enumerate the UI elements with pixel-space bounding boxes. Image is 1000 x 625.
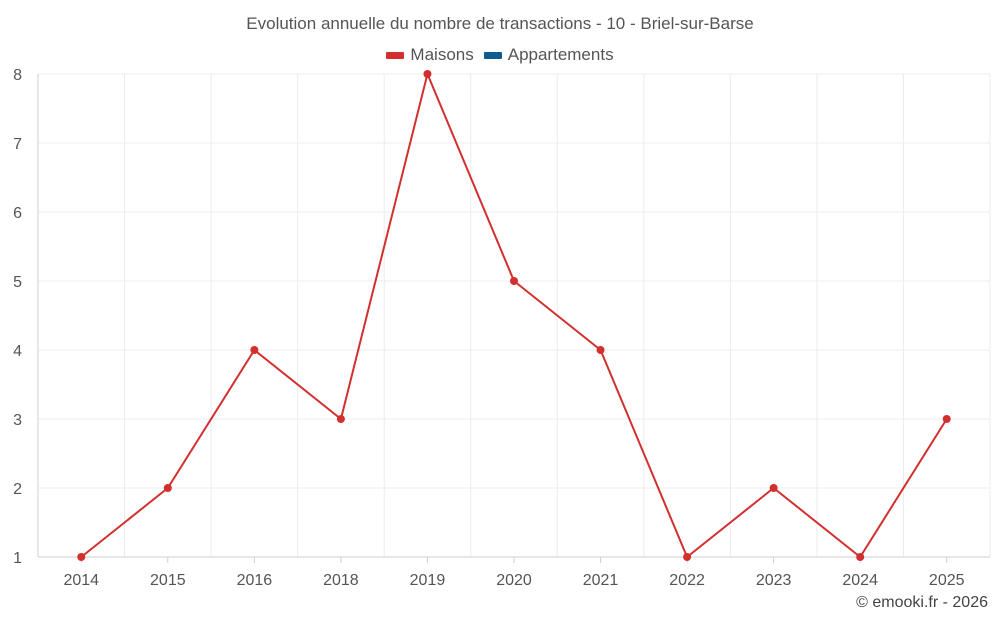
data-point[interactable]: [77, 553, 86, 561]
x-tick-label: 2021: [583, 572, 619, 589]
legend-swatch-appartements: [483, 51, 502, 59]
legend-item-maisons[interactable]: Maisons: [386, 45, 474, 65]
data-point[interactable]: [596, 346, 605, 354]
y-tick-label: 4: [13, 343, 22, 360]
x-tick-label: 2025: [929, 572, 965, 589]
legend-label-maisons: Maisons: [410, 45, 474, 64]
credit-text: © emooki.fr - 2026: [856, 594, 988, 611]
chart-title: Evolution annuelle du nombre de transact…: [246, 14, 754, 33]
y-tick-label: 5: [13, 274, 22, 291]
legend: Maisons Appartements: [0, 45, 1000, 65]
y-tick-label: 6: [13, 205, 22, 222]
data-point[interactable]: [336, 415, 345, 423]
x-tick-label: 2014: [63, 572, 99, 589]
x-tick-label: 2016: [237, 572, 273, 589]
legend-swatch-maisons: [386, 51, 405, 59]
data-point[interactable]: [163, 484, 172, 492]
data-point[interactable]: [683, 553, 692, 561]
x-tick-label: 2020: [496, 572, 532, 589]
data-point[interactable]: [423, 70, 432, 78]
data-point[interactable]: [856, 553, 865, 561]
x-tick-label: 2022: [669, 572, 705, 589]
y-tick-label: 2: [13, 481, 22, 498]
y-tick-label: 8: [13, 67, 22, 84]
data-point[interactable]: [769, 484, 778, 492]
y-tick-label: 1: [13, 550, 22, 567]
y-tick-label: 3: [13, 412, 22, 429]
x-tick-label: 2024: [842, 572, 878, 589]
legend-label-appartements: Appartements: [507, 45, 614, 64]
x-tick-label: 2019: [410, 572, 446, 589]
legend-item-appartements[interactable]: Appartements: [483, 45, 614, 65]
x-tick-label: 2015: [150, 572, 186, 589]
data-point[interactable]: [250, 346, 259, 354]
data-point[interactable]: [942, 415, 951, 423]
y-tick-label: 7: [13, 136, 22, 153]
data-point[interactable]: [510, 277, 518, 285]
x-tick-label: 2023: [756, 572, 792, 589]
x-tick-label: 2018: [323, 572, 359, 589]
